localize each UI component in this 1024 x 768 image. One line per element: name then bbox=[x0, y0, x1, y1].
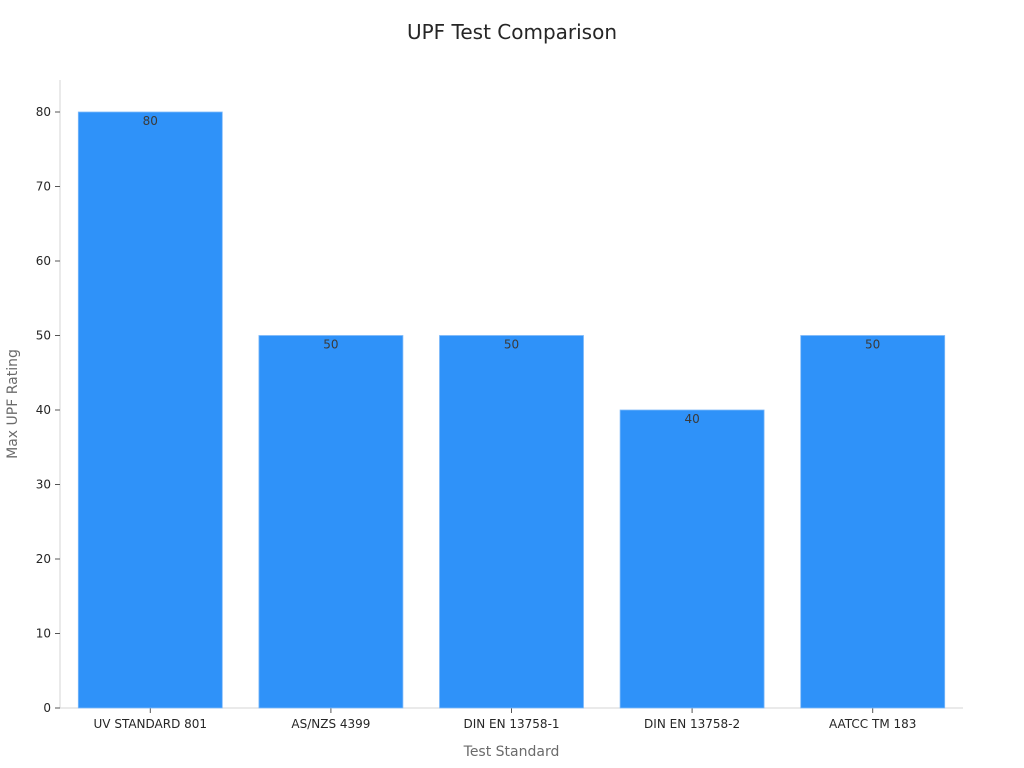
x-tick-label: DIN EN 13758-1 bbox=[463, 717, 559, 731]
y-tick-label: 60 bbox=[36, 254, 51, 268]
x-tick-label: AS/NZS 4399 bbox=[291, 717, 370, 731]
y-tick-label: 50 bbox=[36, 329, 51, 343]
bar bbox=[439, 335, 584, 709]
x-axis-title: Test Standard bbox=[463, 744, 560, 760]
x-tick-label: UV STANDARD 801 bbox=[94, 717, 208, 731]
x-tick-label: DIN EN 13758-2 bbox=[644, 717, 740, 731]
y-tick-label: 40 bbox=[36, 403, 51, 417]
y-tick-label: 30 bbox=[36, 478, 51, 492]
bar-value-label: 50 bbox=[323, 338, 338, 352]
chart-title: UPF Test Comparison bbox=[406, 20, 618, 44]
y-tick-label: 10 bbox=[36, 627, 51, 641]
bar bbox=[800, 335, 946, 709]
y-tick-label: 70 bbox=[36, 180, 51, 194]
y-tick-label: 80 bbox=[36, 105, 51, 119]
x-tick-label: AATCC TM 183 bbox=[829, 717, 916, 731]
bar bbox=[77, 111, 223, 709]
bar-value-label: 80 bbox=[143, 114, 158, 128]
x-axis: UV STANDARD 801 AS/NZS 4399 DIN EN 13758-1… bbox=[60, 707, 963, 731]
y-axis-title: Max UPF Rating bbox=[5, 349, 21, 459]
y-tick-label: 20 bbox=[36, 552, 51, 566]
bar bbox=[258, 335, 404, 709]
y-tick-label: 0 bbox=[43, 701, 51, 715]
y-axis: 0 10 20 30 40 50 60 70 80 bbox=[36, 80, 61, 715]
bar-value-label: 40 bbox=[684, 412, 699, 426]
bar-value-label: 50 bbox=[865, 338, 880, 352]
bar-value-label: 50 bbox=[504, 338, 519, 352]
bars: 80 50 50 40 50 bbox=[77, 111, 946, 709]
bar bbox=[619, 409, 765, 709]
